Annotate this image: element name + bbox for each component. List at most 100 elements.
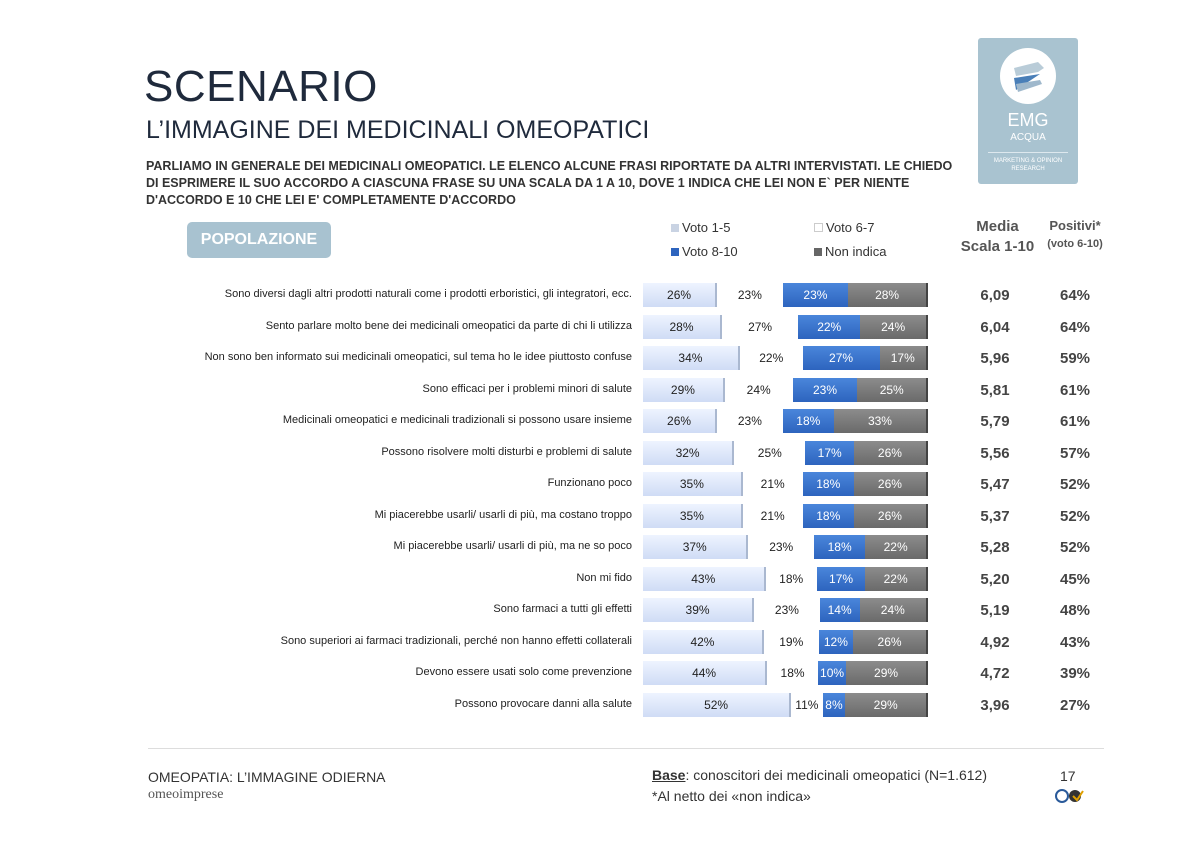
emg-logo: EMG ACQUA MARKETING & OPINION RESEARCH [978, 38, 1078, 184]
bar-segment-non-indica: 17% [879, 346, 928, 370]
bar-segment-non-indica: 24% [859, 598, 928, 622]
media-value: 3,96 [980, 696, 1010, 714]
media-value: 5,81 [980, 381, 1010, 399]
category-label: Possono risolvere molti disturbi e probl… [381, 445, 632, 458]
page-title: SCENARIO [144, 62, 378, 111]
media-value: 5,20 [980, 570, 1010, 588]
bar-segment-voto-6-7: 24% [724, 377, 793, 402]
bar-segment-non-indica: 26% [853, 440, 928, 465]
positivi-value: 39% [1059, 665, 1091, 682]
category-label: Medicinali omeopatici e medicinali tradi… [282, 414, 632, 426]
bar-segment-voto-1-5: 26% [643, 283, 718, 307]
positivi-value: 45% [1059, 570, 1091, 588]
logo-sub: ACQUA [1010, 132, 1046, 143]
bar-segment-voto-1-5: 35% [643, 472, 743, 496]
category-label: Non mi fido [576, 571, 632, 584]
bar-segment-voto-6-7: 25% [734, 440, 806, 465]
bar-segment-voto-1-5: 29% [643, 377, 725, 402]
bar-segment-voto-6-7: 23% [754, 598, 820, 622]
category-label: Funzionano poco [547, 477, 632, 489]
bar-segment-voto-1-5: 42% [643, 629, 764, 654]
brand-logo: omeoimprese [148, 787, 224, 802]
positivi-value: 57% [1059, 444, 1091, 462]
media-value: 5,56 [980, 444, 1010, 462]
logo-name: EMG [1007, 110, 1049, 130]
positivi-value: 48% [1059, 602, 1091, 619]
question-text: PARLIAMO IN GENERALE DEI MEDICINALI OMEO… [146, 159, 953, 207]
positivi-header: Positivi* [1049, 218, 1101, 233]
category-label: Sono superiori ai farmaci tradizionali, … [280, 634, 632, 647]
media-header: Media [976, 218, 1019, 235]
category-label: Mi piacerebbe usarli/ usarli di più, ma … [374, 508, 632, 521]
category-label: Devono essere usati solo come prevenzion… [415, 666, 632, 678]
bar-segment-voto-8-10: 8% [822, 692, 846, 717]
legend-item: Voto 1-5 [671, 220, 730, 235]
bar-segment-voto-6-7: 19% [763, 629, 819, 654]
legend-item: Voto 6-7 [814, 220, 874, 235]
media-value: 4,72 [980, 665, 1010, 682]
base-text: : conoscitori dei medicinali omeopatici … [685, 767, 988, 783]
bar-segment-voto-8-10: 23% [792, 377, 858, 402]
arrow-logo-icon [1000, 48, 1056, 104]
bar-segment-non-indica: 29% [845, 692, 928, 717]
footer-divider [148, 748, 1104, 749]
bar-segment-non-indica: 22% [865, 535, 928, 559]
media-value: 5,19 [980, 602, 1010, 619]
positivi-value: 52% [1059, 539, 1091, 556]
page-number: 17 [1060, 768, 1076, 784]
bar-segment-voto-8-10: 27% [802, 346, 880, 370]
positivi-value: 64% [1059, 318, 1091, 336]
legend-swatch [671, 248, 679, 256]
positivi-subheader: (voto 6-10) [1047, 238, 1103, 250]
bar-segment-voto-6-7: 21% [742, 503, 803, 528]
positivi-value: 27% [1059, 696, 1091, 714]
bar-segment-voto-1-5: 32% [643, 440, 735, 465]
bar-segment-non-indica: 28% [848, 283, 928, 307]
bar-segment-voto-8-10: 17% [816, 566, 866, 591]
bar-segment-voto-6-7: 18% [765, 566, 817, 591]
positivi-value: 64% [1059, 287, 1091, 304]
positivi-value: 61% [1059, 413, 1091, 430]
bar-segment-non-indica: 26% [853, 472, 928, 496]
positivi-value: 52% [1059, 507, 1091, 525]
category-label: Mi piacerebbe usarli/ usarli di più, ma … [393, 540, 632, 552]
legend-item: Non indica [814, 244, 886, 259]
base-label: Base [652, 767, 686, 783]
media-value: 5,28 [980, 539, 1010, 556]
positivi-value: 52% [1059, 476, 1091, 493]
category-label: Possono provocare danni alla salute [454, 697, 632, 710]
bar-segment-voto-6-7: 21% [742, 472, 803, 496]
media-value: 4,92 [980, 633, 1010, 651]
bar-segment-voto-6-7: 11% [791, 692, 823, 717]
certification-icon [1055, 788, 1085, 809]
media-value: 5,47 [980, 476, 1010, 493]
bar-segment-voto-8-10: 14% [819, 598, 860, 622]
bar-segment-voto-8-10: 17% [805, 440, 854, 465]
footer-title: OMEOPATIA: L’IMMAGINE ODIERNA [148, 769, 386, 785]
legend-swatch [814, 223, 823, 232]
bar-segment-voto-6-7: 23% [717, 283, 783, 307]
page-subtitle: L’IMMAGINE DEI MEDICINALI OMEOPATICI [146, 116, 650, 144]
bar-segment-voto-8-10: 18% [802, 503, 854, 528]
legend-label: Voto 6-7 [826, 220, 875, 235]
bar-segment-voto-8-10: 18% [814, 535, 866, 559]
bar-segment-voto-1-5: 52% [643, 692, 792, 717]
base-note: Base: conoscitori dei medicinali omeopat… [652, 767, 987, 783]
footnote: *Al netto dei «non indica» [652, 788, 811, 804]
bar-segment-voto-8-10: 23% [782, 283, 849, 307]
bar-segment-non-indica: 22% [865, 566, 928, 591]
legend-label: Voto 1-5 [682, 220, 731, 235]
bar-segment-voto-8-10: 18% [802, 472, 854, 496]
category-label: Sento parlare molto bene dei medicinali … [265, 319, 632, 332]
media-value: 6,09 [980, 287, 1010, 304]
positivi-value: 61% [1059, 381, 1091, 399]
bar-segment-voto-1-5: 35% [643, 503, 743, 528]
category-label: Sono farmaci a tutti gli effetti [493, 603, 632, 615]
logo-tagline: MARKETING & OPINION RESEARCH [988, 152, 1068, 173]
bar-segment-non-indica: 26% [853, 503, 928, 528]
category-label: Non sono ben informato sui medicinali om… [204, 351, 632, 363]
bar-segment-voto-6-7: 23% [717, 409, 783, 433]
media-value: 5,79 [980, 413, 1010, 430]
bar-segment-non-indica: 33% [833, 409, 928, 433]
